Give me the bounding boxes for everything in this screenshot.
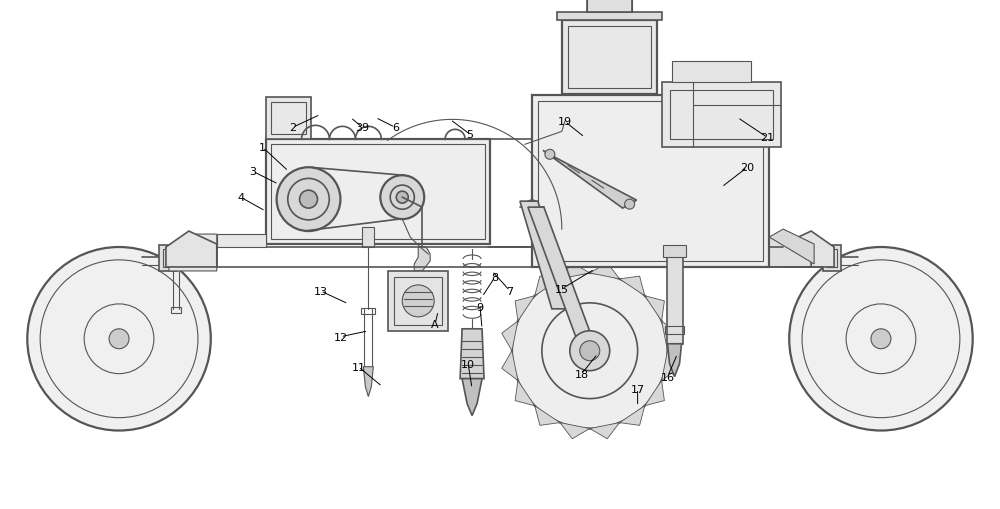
- Circle shape: [300, 191, 317, 209]
- Polygon shape: [645, 381, 664, 406]
- Bar: [361, 308, 375, 314]
- Bar: [827, 249, 837, 267]
- Text: 20: 20: [740, 163, 754, 173]
- Bar: [163, 249, 173, 267]
- Bar: [557, 13, 662, 20]
- Circle shape: [525, 201, 539, 215]
- Text: 10: 10: [461, 359, 475, 369]
- Polygon shape: [414, 247, 430, 271]
- Polygon shape: [543, 151, 637, 209]
- Polygon shape: [169, 235, 217, 271]
- Circle shape: [396, 192, 408, 204]
- Text: 3: 3: [249, 167, 256, 177]
- Circle shape: [27, 247, 211, 431]
- Text: 11: 11: [351, 362, 365, 372]
- Text: 5: 5: [467, 130, 474, 140]
- Text: 21: 21: [760, 133, 774, 143]
- Bar: [171, 307, 181, 313]
- Circle shape: [380, 176, 424, 220]
- Polygon shape: [520, 202, 568, 309]
- Bar: [159, 245, 177, 271]
- Text: 18: 18: [575, 369, 589, 379]
- Polygon shape: [217, 235, 266, 247]
- Polygon shape: [515, 296, 535, 321]
- Polygon shape: [502, 351, 518, 381]
- Polygon shape: [769, 230, 814, 265]
- Bar: [665, 326, 684, 334]
- Text: 39: 39: [355, 123, 369, 133]
- Bar: [266, 98, 311, 140]
- Bar: [189, 245, 217, 267]
- Polygon shape: [166, 232, 217, 267]
- Bar: [532, 96, 769, 267]
- Polygon shape: [460, 329, 484, 379]
- Bar: [271, 103, 306, 135]
- Text: 7: 7: [506, 287, 514, 296]
- Text: 2: 2: [289, 123, 296, 133]
- Bar: [266, 140, 490, 244]
- Text: 1: 1: [259, 143, 266, 153]
- Bar: [568, 26, 651, 89]
- Circle shape: [402, 286, 434, 317]
- Circle shape: [570, 331, 610, 371]
- Polygon shape: [645, 296, 664, 321]
- Bar: [394, 277, 442, 325]
- Polygon shape: [783, 232, 834, 267]
- Text: 17: 17: [631, 384, 645, 394]
- Bar: [538, 102, 763, 262]
- Polygon shape: [535, 406, 560, 426]
- Bar: [562, 20, 657, 95]
- Polygon shape: [590, 263, 620, 279]
- Text: 13: 13: [313, 287, 327, 296]
- Bar: [789, 249, 805, 264]
- Text: 6: 6: [392, 123, 399, 133]
- Bar: [672, 62, 751, 83]
- Polygon shape: [620, 276, 645, 296]
- Circle shape: [545, 150, 555, 160]
- Circle shape: [277, 168, 340, 232]
- Circle shape: [576, 337, 604, 365]
- Bar: [587, 0, 632, 13]
- Text: 15: 15: [555, 285, 569, 294]
- Polygon shape: [662, 351, 678, 381]
- Polygon shape: [515, 381, 535, 406]
- Polygon shape: [620, 406, 645, 426]
- Circle shape: [580, 341, 600, 361]
- Bar: [667, 247, 683, 344]
- Text: 19: 19: [558, 117, 572, 127]
- Polygon shape: [668, 344, 682, 377]
- Bar: [823, 245, 841, 271]
- Bar: [662, 83, 781, 148]
- Bar: [670, 91, 773, 140]
- Text: 4: 4: [237, 193, 244, 203]
- Polygon shape: [462, 379, 482, 416]
- Bar: [388, 271, 448, 331]
- Polygon shape: [535, 276, 560, 296]
- Bar: [783, 245, 811, 267]
- Polygon shape: [590, 423, 620, 439]
- Circle shape: [584, 345, 596, 357]
- Polygon shape: [662, 321, 678, 351]
- Text: 8: 8: [491, 272, 499, 282]
- Text: 16: 16: [661, 372, 675, 382]
- Text: 12: 12: [333, 332, 347, 342]
- Circle shape: [109, 329, 129, 349]
- Polygon shape: [363, 367, 373, 397]
- Bar: [362, 228, 374, 247]
- Bar: [663, 245, 686, 258]
- Polygon shape: [769, 238, 811, 267]
- Text: A: A: [431, 319, 439, 329]
- Circle shape: [625, 200, 635, 210]
- Polygon shape: [502, 321, 518, 351]
- Bar: [195, 249, 211, 264]
- Polygon shape: [560, 263, 590, 279]
- Circle shape: [789, 247, 973, 431]
- Polygon shape: [560, 423, 590, 439]
- Circle shape: [871, 329, 891, 349]
- Circle shape: [512, 273, 668, 429]
- Polygon shape: [528, 208, 592, 337]
- Bar: [271, 145, 485, 240]
- Text: 9: 9: [476, 302, 484, 312]
